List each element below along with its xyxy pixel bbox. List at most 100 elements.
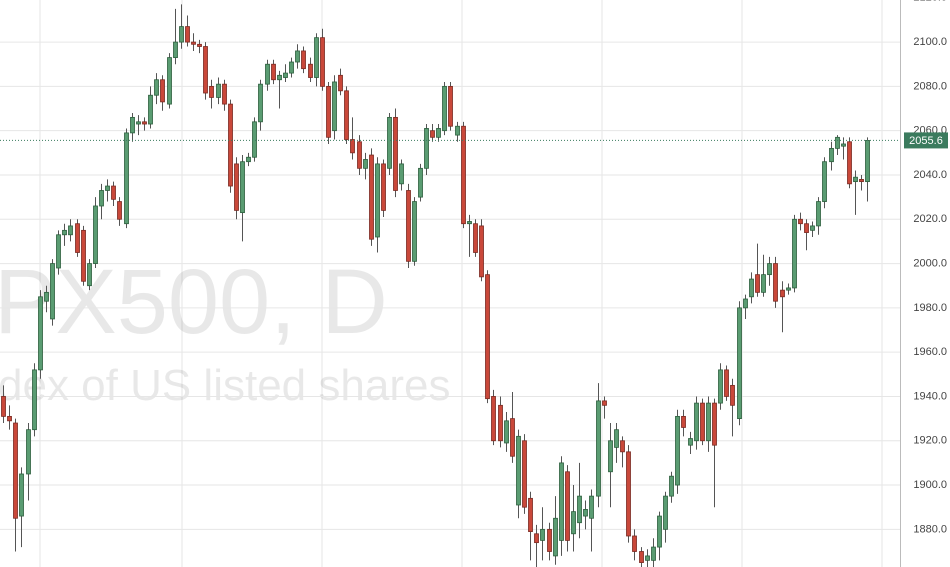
candle-body [516,435,521,506]
candle-body [87,263,92,287]
candle-body [534,533,539,544]
candle-body [363,159,368,169]
candle-body [651,546,656,561]
y-tick-label: 2100.0 [913,36,947,48]
candle-body [608,440,613,473]
candle-body [700,402,705,442]
y-tick-label: 2040.0 [913,169,947,181]
candle-body [338,74,343,92]
candle-body [117,201,122,220]
candle-body [835,136,840,149]
candle-body [712,402,717,446]
candle-body [632,535,637,552]
candle-body [1,396,6,417]
watermark-description: dex of US listed shares [0,361,450,410]
candle-body [718,369,723,404]
candle-body [246,156,251,163]
candle-body [160,79,165,103]
candle-body [381,163,386,211]
candle-body [314,37,319,78]
candle-body [301,50,306,70]
candle-body [38,296,43,371]
candle-body [332,81,337,132]
candle-body [589,495,594,519]
candle-body [350,139,355,154]
candle-body [93,205,98,264]
candle-body [485,274,490,400]
candle-body [547,528,552,552]
candle-body [136,121,141,125]
candle-body [602,400,607,406]
candle-body [369,154,374,240]
last-price-box [904,132,948,149]
candle-body [540,528,545,541]
y-tick-label: 1940.0 [913,390,947,402]
vertical-grid [39,0,883,567]
candle-body [289,61,294,74]
candle-body [424,128,429,169]
candle-body [706,402,711,442]
candle-body [853,176,858,183]
candle-body [522,440,527,508]
candle-body [804,223,809,233]
candle-body [780,289,785,298]
candle-body [786,287,791,291]
candle-body [829,147,834,163]
candle-body [240,161,245,214]
candle-body [743,298,748,309]
candle-body [865,140,870,183]
candle-body [148,94,153,125]
candle-body [412,201,417,262]
candle-body [737,307,742,420]
candle-body [308,63,313,78]
candle-body [577,495,582,524]
candle-body [816,201,821,227]
candle-body [639,551,644,563]
candle-body [387,116,392,169]
candle-body [583,509,588,517]
candle-body [393,116,398,191]
candle-body [491,396,496,442]
candle-body [44,291,49,302]
candle-body [185,26,190,43]
candle-body [56,234,61,269]
candle-body [473,223,478,253]
candle-body [614,429,619,448]
candle-body [755,274,760,293]
candle-body [792,218,797,289]
candle-body [553,517,558,557]
candle-body [344,90,349,140]
candle-body [111,185,116,200]
candle-body [234,163,239,211]
candle-body [222,83,227,105]
candle-body [7,415,12,422]
candle-body [479,225,484,278]
candle-body [675,415,680,486]
candle-body [167,57,172,105]
candle-body [559,462,564,541]
plot [0,4,900,567]
candle-body [663,495,668,530]
candle-body [810,225,815,231]
candle-body [418,167,423,198]
candle-body [626,451,631,537]
price-axis [900,0,950,567]
y-tick-label: 2000.0 [913,257,947,269]
y-tick-label: 2080.0 [913,80,947,92]
y-tick-label: 1920.0 [913,435,947,447]
candle-body [320,37,325,87]
candle-body [461,125,466,225]
y-tick-label: 1900.0 [913,479,947,491]
candle-body [99,190,104,207]
candle-body [399,163,404,185]
candle-body [50,263,55,320]
candle-body [252,121,257,158]
y-tick-label: 2020.0 [913,213,947,225]
candle-body [798,218,803,225]
candle-body [179,26,184,43]
candle-body [142,121,147,125]
candle-body [767,263,772,276]
candle-body [191,41,196,45]
candle-body [32,369,37,431]
